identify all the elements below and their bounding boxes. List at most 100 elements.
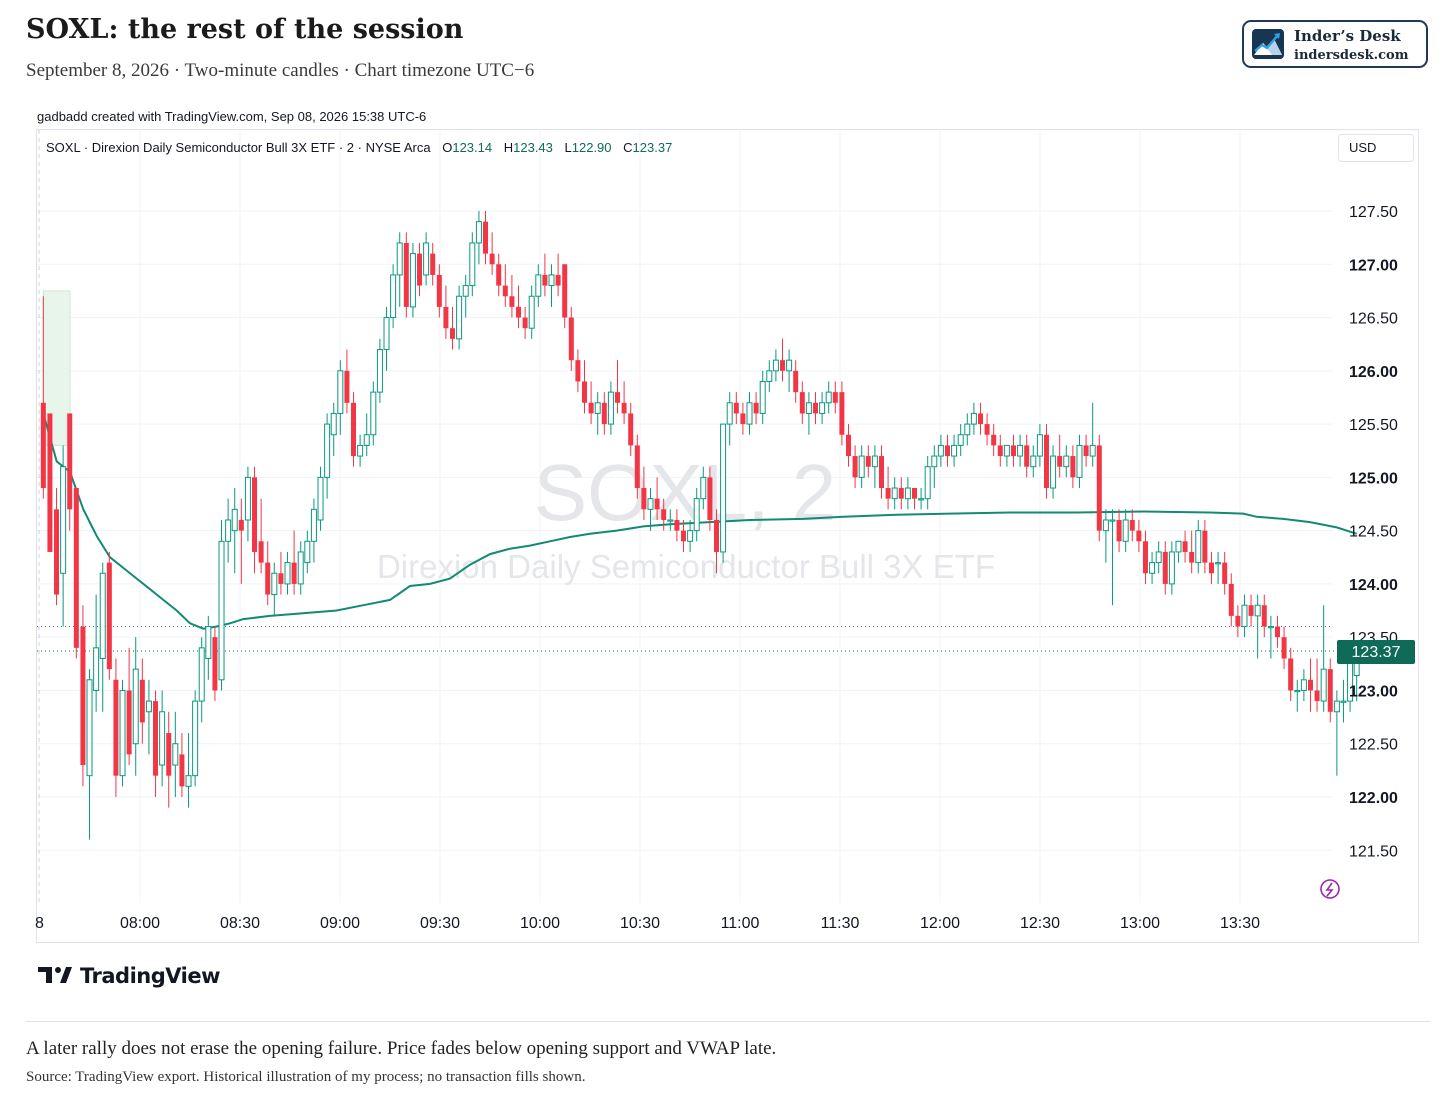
candle	[555, 253, 561, 297]
candle-body	[568, 317, 574, 361]
candle	[489, 232, 495, 275]
candle	[759, 370, 766, 425]
vwap-line	[42, 413, 1358, 630]
candle-body	[779, 360, 785, 371]
candle	[225, 498, 232, 563]
candle-body	[483, 221, 489, 254]
candle-body	[805, 402, 812, 414]
candle-body	[1162, 551, 1168, 584]
candle	[383, 306, 390, 371]
candle-body	[1070, 456, 1076, 478]
candle	[601, 392, 607, 435]
candle-body	[977, 413, 983, 425]
candle-body	[991, 434, 997, 446]
source-note: Source: TradingView export. Historical i…	[26, 1069, 586, 1085]
candle-body	[1050, 455, 1057, 489]
candle-body	[957, 434, 964, 446]
candle	[687, 519, 694, 552]
candle-body	[1288, 658, 1294, 691]
candle-body	[1189, 551, 1195, 563]
candle	[819, 392, 826, 425]
lightning-icon[interactable]	[1320, 879, 1340, 899]
candle	[1030, 445, 1037, 478]
candle	[496, 253, 502, 297]
candle-body	[634, 445, 640, 489]
candle	[231, 488, 238, 574]
candle-body	[396, 242, 403, 276]
candle-body	[858, 455, 865, 478]
candle	[1122, 509, 1129, 552]
candle	[1116, 509, 1122, 552]
symbol-legend[interactable]: SOXL · Direxion Daily Semiconductor Bull…	[46, 140, 672, 155]
candle	[218, 519, 225, 691]
candle-body	[522, 317, 528, 329]
opening-range-rect	[42, 290, 71, 446]
candle-body	[192, 700, 199, 777]
candle	[1010, 434, 1016, 467]
candle	[924, 456, 931, 510]
legend-low-value: 122.90	[571, 140, 612, 155]
candle	[185, 733, 192, 808]
candle	[951, 434, 958, 467]
currency-button[interactable]: USD	[1338, 134, 1414, 162]
candle-body	[324, 423, 331, 478]
candle-body	[443, 306, 449, 329]
candle-body	[542, 274, 548, 286]
x-tick-label: 13:30	[1220, 915, 1260, 932]
candle	[1089, 402, 1096, 467]
candle-body	[845, 434, 851, 457]
y-tick-label: 125.00	[1349, 470, 1398, 487]
candle	[1307, 658, 1313, 712]
candle-body	[516, 306, 522, 318]
candle	[363, 413, 370, 457]
candle	[707, 466, 713, 531]
y-tick-label: 124.50	[1349, 524, 1398, 541]
candle-body	[99, 572, 106, 659]
candle-body	[1320, 668, 1327, 702]
candle	[937, 434, 944, 467]
candle-body	[733, 402, 739, 414]
candle-body	[615, 392, 621, 403]
candle-body	[832, 392, 838, 403]
candle	[535, 264, 542, 307]
x-tick-label: 08:00	[120, 915, 160, 932]
candle	[73, 488, 79, 659]
candle-body	[528, 295, 535, 329]
tradingview-wordmark[interactable]: TradingView	[80, 964, 220, 988]
candle-body	[647, 498, 654, 510]
candle-body	[607, 391, 614, 425]
candle-body	[865, 456, 871, 467]
candle-body	[218, 540, 225, 681]
candle	[667, 509, 674, 531]
candle-body	[713, 519, 719, 552]
x-tick-label: 8	[35, 915, 44, 932]
candle	[674, 509, 680, 542]
candle	[858, 445, 865, 489]
candle-body	[297, 551, 304, 585]
candle	[805, 392, 812, 435]
candle	[904, 477, 911, 510]
candle	[337, 360, 344, 435]
candle	[119, 679, 126, 787]
candle	[1228, 573, 1234, 627]
candle-body	[819, 402, 826, 414]
candle-body	[964, 423, 971, 436]
candle	[1083, 434, 1089, 467]
candle	[964, 413, 971, 446]
tradingview-logo-icon[interactable]	[38, 963, 74, 987]
legend-open-label: O	[442, 140, 453, 155]
candle	[1195, 519, 1202, 574]
legend-symbol: SOXL · Direxion Daily Semiconductor Bull…	[46, 140, 431, 155]
candle-body	[376, 349, 383, 393]
candle-body	[357, 444, 364, 457]
price-badge: 123.37	[1337, 640, 1415, 664]
candle	[423, 232, 430, 286]
candle-body	[1136, 530, 1142, 542]
candle-body	[252, 477, 258, 552]
candle-body	[1182, 541, 1188, 552]
candle-body	[475, 221, 482, 244]
brand-badge[interactable]: Inder’s Desk indersdesk.com	[1242, 20, 1428, 68]
candle	[740, 402, 746, 435]
candle-body	[1274, 626, 1280, 638]
